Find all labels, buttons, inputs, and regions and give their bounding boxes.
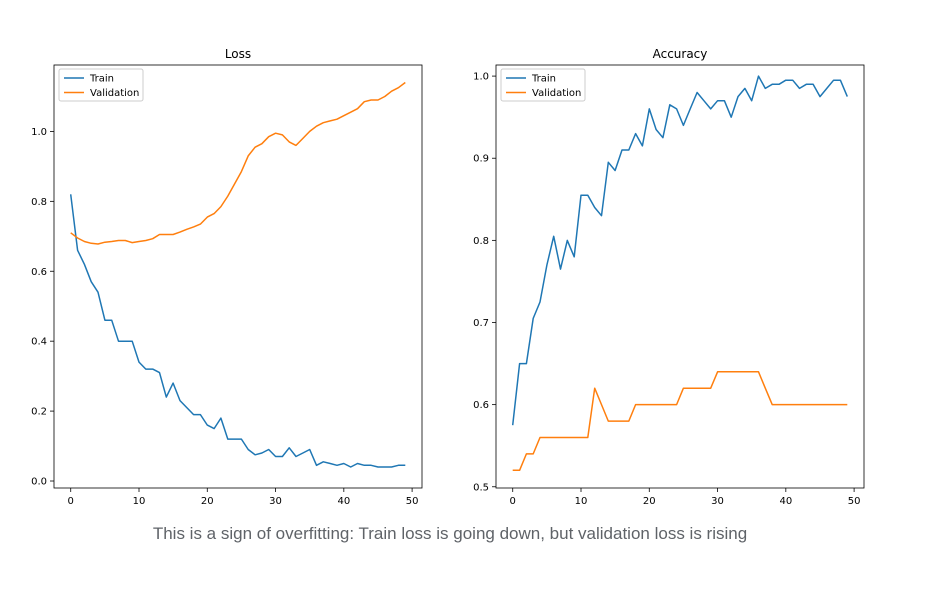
- charts-figure: Loss 0 10 20 30 40 50 0.0 0.2 0.4 0.6 0.8 1.0 Train Va…: [31, 47, 865, 507]
- series-line-train: [69, 194, 406, 468]
- plot-frame: [495, 64, 865, 489]
- x-tick-label: 0: [510, 496, 516, 507]
- legend-label-validation: Validation: [90, 88, 139, 99]
- y-tick-label: 0.6: [473, 400, 489, 411]
- figure-caption: This is a sign of overfitting: Train los…: [152, 524, 748, 543]
- y-tick-label: 0.2: [31, 407, 47, 418]
- y-tick-label: 0.0: [31, 477, 47, 488]
- y-tick-label: 1.0: [31, 127, 47, 138]
- plot-frame: [53, 64, 423, 489]
- series-line-train: [511, 75, 848, 426]
- y-tick-label: 0.5: [473, 482, 489, 493]
- x-tick-label: 30: [269, 496, 282, 507]
- x-tick-label: 50: [406, 496, 419, 507]
- y-tick-label: 0.7: [473, 318, 489, 329]
- chart-title: Accuracy: [653, 47, 708, 61]
- x-tick-label: 30: [711, 496, 724, 507]
- x-tick-label: 20: [201, 496, 214, 507]
- x-tick-label: 20: [643, 496, 656, 507]
- legend: Train Validation: [500, 68, 586, 102]
- x-tick-label: 10: [575, 496, 588, 507]
- legend: Train Validation: [58, 68, 144, 102]
- legend-label-train: Train: [531, 74, 556, 85]
- x-tick-label: 40: [779, 496, 792, 507]
- x-tick-label: 40: [337, 496, 350, 507]
- y-tick-label: 0.6: [31, 267, 47, 278]
- y-tick-label: 0.4: [31, 337, 47, 348]
- chart-loss: Loss 0 10 20 30 40 50 0.0 0.2 0.4 0.6 0.8 1.0 Train Va…: [31, 47, 423, 507]
- chart-title: Loss: [225, 47, 251, 61]
- chart-accuracy: Accuracy 0 10 20 30 40 50 0.5 0.6 0.7 0.8 0.9 1.0 Tra…: [473, 47, 865, 507]
- x-tick-label: 50: [848, 496, 861, 507]
- y-tick-label: 0.8: [473, 236, 489, 247]
- y-tick-label: 1.0: [473, 72, 489, 83]
- x-tick-label: 10: [133, 496, 146, 507]
- y-tick-label: 0.9: [473, 154, 489, 165]
- y-tick-label: 0.8: [31, 197, 47, 208]
- series-line-validation: [512, 371, 848, 472]
- legend-label-validation: Validation: [532, 88, 581, 99]
- series-line-validation: [70, 81, 406, 245]
- legend-label-train: Train: [89, 74, 114, 85]
- x-tick-label: 0: [68, 496, 74, 507]
